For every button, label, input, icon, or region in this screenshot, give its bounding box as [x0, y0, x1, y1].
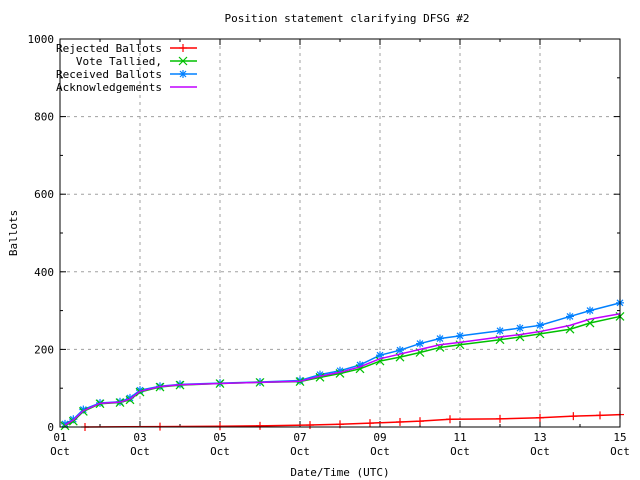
y-tick-label: 0 [47, 421, 54, 434]
y-tick-label: 200 [34, 343, 54, 356]
data-point [536, 413, 544, 422]
data-point [446, 415, 454, 424]
data-point [596, 411, 604, 420]
legend-label: Received Ballots [56, 68, 162, 81]
legend-label: Rejected Ballots [56, 42, 162, 55]
data-point [376, 351, 384, 360]
y-tick-label: 1000 [28, 33, 55, 46]
data-point [496, 326, 504, 335]
marker-star [456, 332, 464, 340]
marker-star [396, 346, 404, 354]
x-tick-label-day: 05 [213, 431, 226, 444]
data-point [179, 44, 187, 52]
x-tick-label-month: Oct [530, 445, 550, 458]
marker-star [79, 406, 87, 413]
marker-cross [565, 324, 575, 334]
data-point [436, 334, 444, 343]
x-tick-label-month: Oct [290, 445, 310, 458]
data-point [335, 369, 345, 378]
x-tick-label-month: Oct [370, 445, 390, 458]
marker-cross [335, 369, 345, 378]
marker-cross [178, 56, 188, 66]
marker-star [416, 340, 424, 348]
x-axis-label: Date/Time (UTC) [290, 466, 389, 479]
marker-star [179, 70, 187, 78]
data-point [566, 312, 574, 321]
legend-label: Acknowledgements [56, 81, 162, 94]
data-point [536, 321, 544, 330]
chart-title: Position statement clarifying DFSG #2 [224, 12, 469, 25]
marker-star [566, 312, 574, 320]
data-point [569, 412, 578, 421]
x-tick-label-day: 09 [373, 431, 386, 444]
y-axis-label: Ballots [7, 210, 20, 256]
grid [60, 39, 620, 427]
x-tick-label-month: Oct [210, 445, 230, 458]
x-tick-label-month: Oct [130, 445, 150, 458]
data-point [315, 372, 325, 382]
x-tick-label-month: Oct [450, 445, 470, 458]
x-tick-label-day: 07 [293, 431, 306, 444]
data-point [586, 306, 594, 315]
x-tick-label-day: 11 [453, 431, 466, 444]
marker-star [296, 377, 304, 384]
x-tick-label-day: 01 [53, 431, 66, 444]
x-tick-label-day: 15 [613, 431, 626, 444]
data-point [216, 422, 224, 431]
y-tick-label: 400 [34, 266, 54, 279]
data-point [178, 56, 188, 66]
data-point [396, 417, 404, 426]
x-tick-label-month: Oct [50, 445, 70, 458]
marker-star [536, 321, 544, 329]
marker-star [436, 335, 444, 342]
data-point [179, 70, 187, 78]
marker-cross [395, 352, 405, 362]
marker-cross [415, 348, 425, 357]
marker-star [61, 420, 69, 428]
x-tick-label-day: 13 [533, 431, 546, 444]
marker-star [376, 351, 384, 359]
marker-star [496, 327, 504, 335]
data-point [296, 376, 304, 385]
data-point [256, 421, 264, 430]
marker-cross [585, 318, 595, 328]
data-point [456, 331, 464, 340]
data-point [306, 421, 314, 430]
y-tick-label: 800 [34, 111, 54, 124]
y-tick-label: 600 [34, 188, 54, 201]
marker-cross [315, 372, 325, 382]
axis-ticks: 0200400600800100001Oct03Oct05Oct07Oct09O… [28, 33, 630, 458]
x-tick-label-day: 03 [133, 431, 146, 444]
data-point [516, 324, 524, 333]
marker-star [516, 324, 524, 332]
series-line [64, 302, 621, 425]
series-group [60, 298, 625, 431]
data-point [396, 346, 404, 355]
x-tick-label-month: Oct [610, 445, 630, 458]
data-point [416, 339, 424, 348]
data-point [496, 414, 504, 423]
data-point [366, 419, 374, 428]
legend-label: Vote Tallied, [76, 55, 162, 68]
plot-frame [59, 38, 621, 428]
series-line [64, 312, 621, 426]
marker-star [586, 307, 594, 315]
data-point [416, 417, 424, 426]
